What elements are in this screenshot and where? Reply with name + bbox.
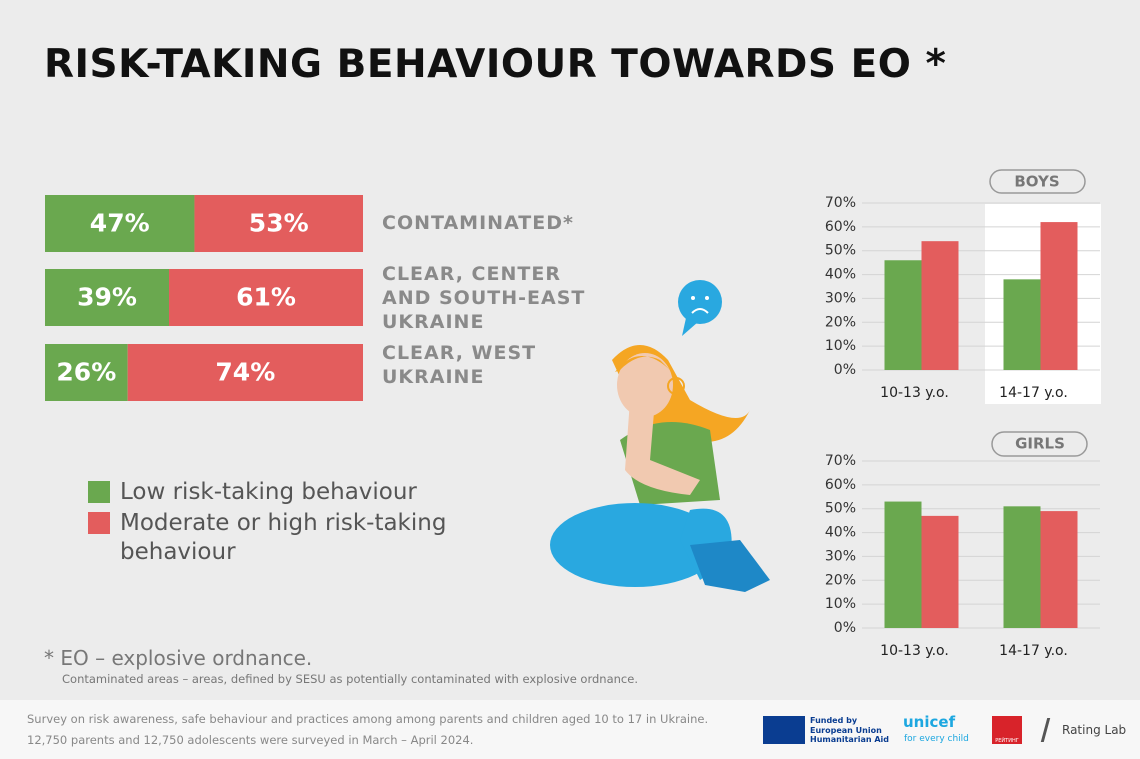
- eu-logo: Funded by European Union Humanitarian Ai…: [810, 716, 889, 745]
- y-tick-label: 0%: [834, 362, 856, 378]
- value-label: 61%: [236, 283, 296, 312]
- bar: [1040, 511, 1078, 628]
- bar-segment: [45, 344, 128, 401]
- eu-text: Funded by: [810, 716, 858, 725]
- bar: [921, 241, 959, 370]
- bar-segment: [127, 344, 364, 401]
- legend-label: Moderate or high risk-taking behaviour: [120, 510, 447, 565]
- bar: [1003, 279, 1041, 370]
- eu-text: European Union: [810, 725, 882, 735]
- unicef-tag: for every child: [904, 734, 969, 744]
- value-label: 26%: [56, 358, 116, 387]
- category-label: CONTAMINATED*: [382, 212, 574, 234]
- y-tick-label: 70%: [825, 453, 856, 469]
- legend-swatch: [88, 512, 110, 534]
- y-tick-label: 30%: [825, 548, 856, 564]
- bar-segment: [194, 195, 363, 252]
- y-tick-label: 50%: [825, 501, 856, 517]
- y-tick-label: 10%: [825, 596, 856, 612]
- value-label: 47%: [90, 209, 150, 238]
- y-tick-label: 60%: [825, 477, 856, 493]
- y-tick-label: 50%: [825, 243, 856, 259]
- y-tick-label: 20%: [825, 314, 856, 330]
- eu-text: Humanitarian Aid: [810, 735, 890, 744]
- eu-flag: [763, 716, 805, 744]
- y-tick-label: 20%: [825, 572, 856, 588]
- y-tick-label: 10%: [825, 338, 856, 354]
- chart-title: BOYS: [1014, 173, 1059, 191]
- unicef-logo: unicef: [903, 713, 956, 731]
- y-tick-label: 30%: [825, 290, 856, 306]
- bar-segment: [169, 269, 363, 326]
- bar: [921, 515, 959, 628]
- bar: [884, 260, 922, 370]
- x-tick-label: 10-13 y.o.: [880, 643, 949, 659]
- footnote: * EO – explosive ordnance.: [44, 646, 313, 670]
- y-tick-label: 40%: [825, 267, 856, 283]
- note: Contaminated areas – areas, defined by S…: [62, 672, 638, 686]
- bar: [1003, 506, 1041, 628]
- legend-label: Low risk-taking behaviour: [120, 479, 417, 505]
- rating-logo: РЕЙТИНГ: [992, 716, 1022, 744]
- footer-line: 12,750 parents and 12,750 adolescents we…: [27, 733, 474, 747]
- chart-title: GIRLS: [1015, 435, 1065, 453]
- x-tick-label: 10-13 y.o.: [880, 385, 949, 401]
- footer-line: Survey on risk awareness, safe behaviour…: [27, 712, 709, 726]
- x-tick-label: 14-17 y.o.: [999, 643, 1068, 659]
- y-tick-label: 0%: [834, 620, 856, 636]
- page-title: RISK-TAKING BEHAVIOUR TOWARDS EO *: [44, 42, 947, 87]
- pill: [991, 431, 1088, 457]
- x-tick-label: 14-17 y.o.: [999, 385, 1068, 401]
- bar-segment: [45, 269, 170, 326]
- category-label: CLEAR, WEST UKRAINE: [382, 342, 537, 388]
- rating-text: РЕЙТИНГ: [995, 738, 1019, 744]
- y-tick-label: 70%: [825, 195, 856, 211]
- bar-segment: [45, 195, 195, 252]
- y-tick-label: 60%: [825, 219, 856, 235]
- bar: [884, 501, 922, 628]
- illustration: [550, 280, 770, 592]
- legend-swatch: [88, 481, 110, 503]
- value-label: 74%: [215, 358, 275, 387]
- pill: [989, 169, 1086, 194]
- value-label: 39%: [77, 283, 137, 312]
- footer-band: [0, 700, 1140, 759]
- ratinglab-logo: Rating Lab: [1062, 723, 1127, 737]
- value-label: 53%: [249, 209, 309, 238]
- y-tick-label: 40%: [825, 525, 856, 541]
- bar: [1040, 222, 1078, 370]
- category-label: CLEAR, CENTER AND SOUTH-EAST UKRAINE: [382, 263, 586, 333]
